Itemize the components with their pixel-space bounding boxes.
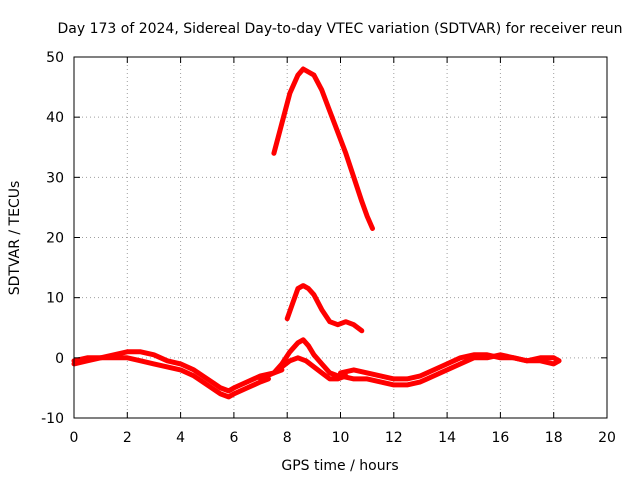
x-tick-label: 2 [123,430,132,446]
x-tick-label: 16 [491,430,509,446]
series-track-baseline-b [71,355,271,400]
data-series [71,66,562,400]
x-tick-labels: 0 2 4 6 8 10 12 14 16 18 20 [70,430,616,446]
grid-lines [74,57,607,418]
y-tick-labels: -10 0 10 20 30 40 50 [41,50,64,427]
y-tick-label: 30 [46,170,64,186]
series-track-late-b [338,352,562,388]
y-axis-label: SDTVAR / TECUs [7,181,23,296]
series-track-low-bump [258,337,341,382]
y-tick-label: 0 [55,351,64,367]
y-tick-label: 10 [46,291,64,307]
x-tick-label: 10 [332,430,350,446]
chart-title: Day 173 of 2024, Sidereal Day-to-day VTE… [57,21,622,37]
series-track-peak-mid [284,283,365,334]
series-track-low-dip [279,355,349,382]
x-tick-label: 14 [438,430,456,446]
series-track-peak-high [271,66,375,231]
y-tick-label: 50 [46,50,64,66]
x-tick-label: 8 [283,430,292,446]
x-tick-label: 6 [229,430,238,446]
x-tick-label: 12 [385,430,403,446]
y-tick-label: 20 [46,231,64,247]
x-tick-label: 20 [598,430,616,446]
y-tick-label: -10 [41,411,64,427]
x-tick-label: 18 [545,430,563,446]
x-tick-label: 0 [70,430,79,446]
x-axis-label: GPS time / hours [281,458,398,474]
axis-ticks [73,56,608,419]
x-tick-label: 4 [176,430,185,446]
y-tick-label: 40 [46,110,64,126]
